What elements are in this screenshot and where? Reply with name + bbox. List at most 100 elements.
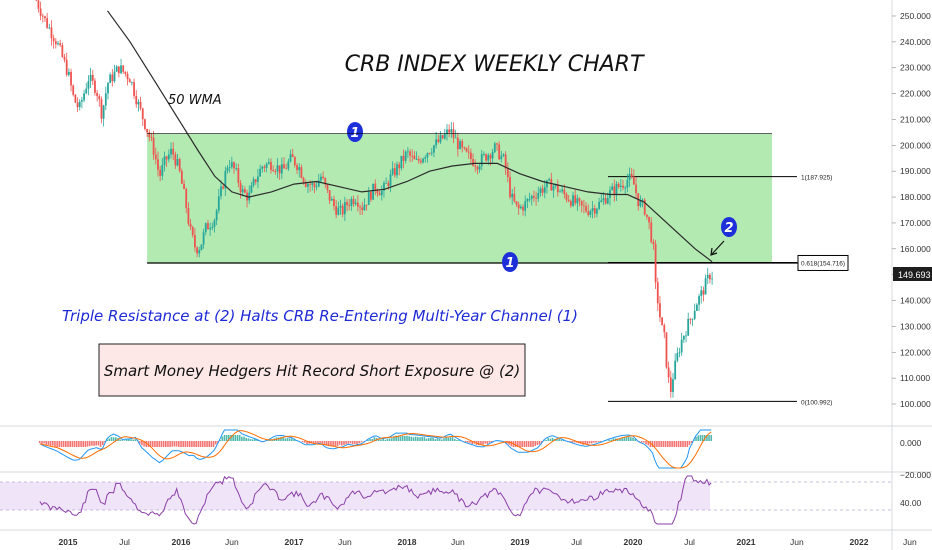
candle-body [552,186,555,191]
candle-body [89,74,92,82]
macd-bar [627,436,630,441]
candle-body [61,45,64,57]
candle-body [567,199,570,202]
macd-bar [632,437,634,441]
macd-bar [558,439,560,441]
time-tick-label: 2018 [398,537,417,547]
macd-bar [534,441,537,446]
candle-body [569,201,572,206]
candle-body [109,74,112,84]
macd-bar [164,441,167,447]
macd-bar [286,437,289,441]
price-tick-label: 240.000 [900,37,931,47]
candle-body [685,335,687,337]
candle-body [222,186,225,189]
macd-bar [523,441,526,447]
candle-body [550,178,553,191]
price-tick-label: 160.000 [900,244,931,254]
candle-body [519,206,522,209]
candle-body [574,195,577,204]
candle-body [50,27,53,39]
macd-bar [241,436,243,441]
macd-bar [410,436,413,441]
macd-bar [684,441,686,447]
candle-body [257,176,259,182]
candle-body [126,73,129,80]
candle-body [213,220,216,227]
candle-body [624,187,627,189]
candle-body [152,137,155,155]
candle-body [67,71,70,75]
time-tick-label: 2017 [285,537,304,547]
macd-bar [282,437,284,441]
macd-bar [647,441,650,446]
macd-bar [527,441,530,447]
candle-body [115,66,118,72]
macd-bar [580,441,582,444]
candle-body [415,159,418,160]
macd-bar [569,441,571,442]
macd-signal-line [39,430,712,469]
macd-bar [699,435,702,441]
candle-body [687,318,690,336]
candle-body [452,129,455,138]
price-tick-label: 170.000 [900,218,931,228]
candle-body [672,379,674,393]
price-tick-label: 220.000 [900,89,931,99]
candle-body [76,102,79,108]
candle-body [380,190,383,196]
candle-body [420,160,422,163]
macd-bar [184,441,187,447]
macd-bar [158,441,161,447]
macd-bar [178,441,180,447]
macd-bar [319,441,321,444]
candle-body [450,129,453,133]
candle-body [174,154,177,166]
candle-body [241,189,244,193]
candle-body [561,189,564,192]
price-tick-label: 230.000 [900,63,931,73]
macd-bar [243,436,245,441]
candle-body [396,164,398,176]
macd-bar [380,439,382,441]
candle-body [693,310,696,319]
candle-body [472,159,474,166]
macd-bar [454,439,456,441]
macd-bar [593,441,595,443]
candle-body [665,332,668,368]
arrow-to-resistance [710,240,725,256]
macd-bar [236,435,239,441]
macd-bar [247,438,250,441]
candle-body [289,154,292,162]
macd-bar [182,441,184,447]
macd-bar [51,441,54,446]
macd-bar [234,435,237,441]
candle-body [194,235,196,248]
candle-body [509,176,511,198]
price-axis: 250.000 240.000 230.000 220.000 210.000 200.0… [892,11,931,409]
macd-bar [623,437,626,441]
fib-label-0: 1(187.925) [801,175,832,182]
macd-bar [571,441,573,443]
macd-bar [517,441,519,447]
macd-bar [56,441,58,447]
candle-body [200,244,203,250]
macd-bar [338,441,341,445]
time-tick-label: Jul [684,537,695,547]
candle-body [613,186,616,195]
macd-bar [369,439,371,441]
candle-body [296,165,298,171]
time-tick-label: Jun [790,537,804,547]
candle-body [430,152,433,154]
candle-body [335,206,338,215]
macd-bar [486,441,489,445]
candle-body [374,183,377,191]
candle-body [359,206,361,208]
candle-body [224,171,227,189]
candle-body [617,183,620,187]
candle-body [104,93,107,106]
candle-body [576,198,579,204]
macd-bar [469,441,471,443]
macd-bar [371,439,374,441]
macd-bar [160,441,163,447]
